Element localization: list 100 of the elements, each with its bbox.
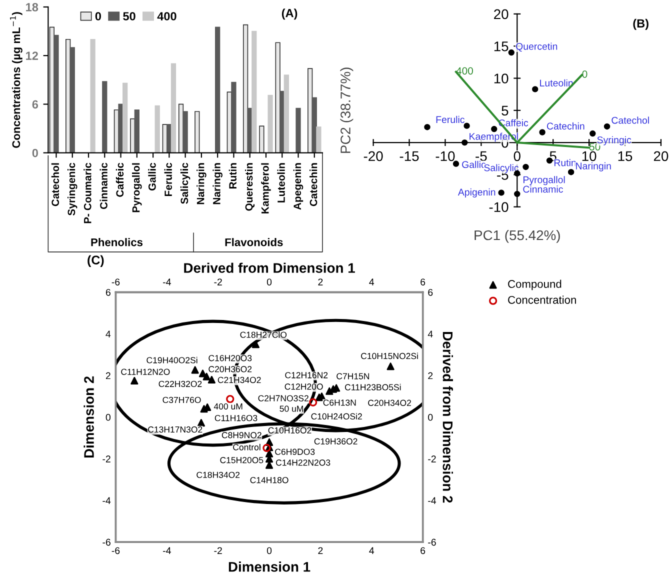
- annotation: Catechol: [612, 116, 649, 124]
- y-tick-label: 12: [26, 52, 38, 60]
- text: Flavonoids: [225, 238, 283, 246]
- annotation: C14H18O: [250, 477, 288, 484]
- x-tick-label: -2: [214, 547, 222, 554]
- annotation: C15H20O5: [220, 457, 264, 464]
- annotation: C18H34O2: [196, 472, 240, 478]
- x-tick-label: 2: [318, 547, 323, 554]
- series-label: 50: [589, 143, 600, 150]
- y2-tick-label: 0: [428, 414, 433, 421]
- x-tick-label: -6: [112, 547, 120, 554]
- legend-label: 400: [157, 12, 176, 20]
- annotation: C14H22N2O3: [276, 460, 330, 466]
- x-tick-label: Pyrogallol: [132, 163, 142, 212]
- x-tick-label: 6: [420, 547, 426, 554]
- annotation: C19H40O2Si: [146, 356, 198, 364]
- annotation: C2H7NO3S2: [258, 395, 308, 402]
- x2-tick-label: 4: [369, 278, 374, 286]
- annotation: 50 uM: [280, 406, 303, 412]
- annotation: C11H23BO5Si: [344, 384, 401, 390]
- y-tick-label: 15: [494, 42, 508, 52]
- y-tick-label: 10: [494, 74, 508, 84]
- y2-tick-label: -4: [428, 497, 436, 504]
- annotation: Catechin: [546, 122, 584, 130]
- annotation: Luteolin: [540, 79, 573, 86]
- annotation: C7H15N: [336, 373, 370, 380]
- annotation: C18H27ClO: [240, 331, 287, 338]
- x-tick-label: 15: [618, 151, 632, 162]
- y-tick-label: -6: [102, 538, 110, 546]
- x2-tick-label: 2: [318, 278, 323, 286]
- annotation: C37H76O: [162, 396, 201, 404]
- annotation: Apigenin: [458, 188, 496, 198]
- y-tick-label: 5: [502, 106, 508, 116]
- x-tick-label: Catechol: [51, 163, 60, 206]
- x2-tick-label: -6: [112, 278, 120, 286]
- x-tick-label: Salicylic: [180, 162, 190, 204]
- x-tick-label: 4: [369, 547, 374, 554]
- x-tick-label: -10: [436, 151, 455, 162]
- x-tick-label: Apegenin: [293, 163, 304, 210]
- y2-tick-label: 2: [428, 372, 433, 380]
- annotation: C16H20O3: [208, 355, 252, 362]
- legend-label: 0: [95, 12, 101, 20]
- annotation: C6H9DO3: [275, 448, 315, 455]
- text: Phenolics: [91, 238, 143, 246]
- y-tick-label: -2: [102, 456, 110, 462]
- annotation: C12H20O: [284, 384, 323, 390]
- annotation: C10H16O2: [268, 427, 312, 434]
- x-tick-label: 20: [654, 151, 668, 162]
- x2-tick-label: 0: [266, 278, 272, 286]
- annotation: C10H15NO2Si: [361, 352, 418, 360]
- y-axis-title: PC2 (38.77%): [340, 68, 354, 153]
- chart-title: (C): [88, 255, 104, 267]
- annotation: C11H16O3: [214, 414, 258, 422]
- annotation: C11H12N2O: [121, 368, 170, 375]
- x-tick-label: 10: [582, 151, 596, 162]
- y-tick-label: 20: [494, 9, 508, 20]
- x-tick-label: -5: [476, 151, 487, 162]
- series-label: 0: [582, 70, 588, 78]
- annotation: C13H17N3O2: [148, 426, 202, 433]
- x-tick-label: Catechin: [310, 163, 318, 206]
- x-tick-label: Syringenic: [67, 162, 78, 216]
- x2-tick-label: 6: [420, 278, 426, 286]
- x-tick-label: 0: [266, 547, 272, 554]
- chart-title: (A): [282, 8, 298, 20]
- x-tick-label: Ferulic: [164, 162, 172, 196]
- x-tick-label: Gallic: [148, 162, 156, 190]
- annotation: C20H34O2: [368, 400, 411, 406]
- y2-axis-title: Derived from Dimension 2: [442, 332, 453, 503]
- y-tick-label: 6: [106, 288, 110, 296]
- y-tick-label: 6: [32, 100, 38, 109]
- annotation: C6H13N: [323, 400, 356, 406]
- x-axis-title: Dimension 1: [228, 562, 310, 572]
- annotation: Ferulic: [436, 116, 464, 124]
- x-tick-label: Rutin: [228, 163, 237, 188]
- y-tick-label: 0: [106, 414, 110, 421]
- x-tick-label: Naringin: [212, 163, 222, 204]
- x-tick-label: Luteolin: [277, 163, 285, 202]
- x-tick-label: -15: [400, 151, 419, 162]
- x-tick-label: Cinnamic: [100, 162, 108, 209]
- x-tick-label: Kampferol: [261, 163, 271, 214]
- annotation: C12H16N2: [285, 372, 328, 378]
- legend-label: Concentration: [508, 296, 576, 304]
- x-tick-label: Querestin: [244, 163, 255, 211]
- y2-tick-label: 4: [428, 330, 433, 338]
- x-tick-label: -20: [364, 151, 383, 162]
- y2-tick-label: 6: [428, 288, 433, 296]
- x-tick-label: 0: [514, 151, 520, 162]
- x-tick-label: Caffeic: [116, 162, 124, 197]
- y-axis-title: Dimension 2: [84, 376, 94, 458]
- annotation: C19H36O2: [314, 438, 358, 444]
- annotation: C20H36O2: [208, 366, 252, 372]
- chart-title: (B): [633, 18, 648, 30]
- x-axis-title: PC1 (55.42%): [474, 230, 560, 243]
- y-tick-label: 18: [26, 3, 38, 12]
- y-axis-title: Concentrations (µg mL$^{−1}$): [10, 12, 22, 148]
- annotation: Control: [233, 444, 260, 450]
- y2-tick-label: -2: [428, 456, 436, 462]
- y2-tick-label: -6: [428, 538, 436, 546]
- annotation: Quercetin: [516, 42, 558, 52]
- legend-label: 50: [123, 12, 136, 20]
